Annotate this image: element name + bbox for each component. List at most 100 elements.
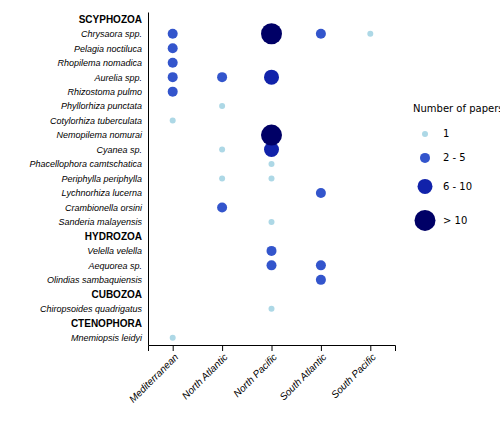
y-tick: Chiropsoides quadrigatus [40,304,148,314]
y-tick-label: Crambionella orsini [65,203,143,213]
plot: MediterraneanNorth AtlanticNorth Pacific… [29,13,395,405]
legend-marker [415,210,436,231]
y-tick: Velella velella [87,246,148,256]
y-tick: Lychnorhiza lucerna [62,188,148,198]
legend-label: 1 [443,128,449,139]
y-tick-label: Lychnorhiza lucerna [62,188,142,198]
y-tick-label: Rhizostoma pulmo [67,87,142,97]
legend-label: > 10 [443,215,467,226]
legend: Number of papers 1 2 - 5 6 - 10 > 10 [413,103,500,231]
x-tick-mark [321,345,322,351]
legend-item: > 10 [415,210,468,231]
legend-label: 2 - 5 [443,152,466,163]
y-tick-label: Mnemiopsis leidyi [71,333,143,343]
y-tick-label: Nemopilema nomurai [56,130,143,140]
y-tick: Olindias sambaquiensis [47,275,148,285]
chart: MediterraneanNorth AtlanticNorth Pacific… [0,0,500,423]
x-tick-label: South Pacific [329,351,378,400]
y-tick-label: Sanderia malayensis [58,217,142,227]
point [217,202,227,212]
y-axis-line [148,13,149,346]
point [269,161,275,167]
y-tick: SCYPHOZOA [79,14,148,25]
y-group-label: SCYPHOZOA [79,14,142,25]
point [267,246,277,256]
y-tick: Cotylorhiza tuberculata [50,116,148,126]
y-tick: Aequorea sp. [87,261,148,271]
y-group-label: HYDROZOA [85,231,142,242]
y-tick-label: Phacellophora camtschatica [29,159,142,169]
legend-item: 1 [422,128,449,139]
x-tick-mark [370,345,371,351]
legend-marker [420,153,430,163]
point [168,43,178,53]
y-tick-label: Cotylorhiza tuberculata [50,116,142,126]
legend-item: 2 - 5 [420,152,466,163]
y-tick-label: Chrysaora spp. [81,29,142,39]
x-tick: South Pacific [329,345,378,400]
y-tick: HYDROZOA [85,231,148,242]
legend-marker [418,179,433,194]
y-tick: Cyanea sp. [96,145,148,155]
point [170,335,176,341]
point [269,306,275,312]
point [168,87,178,97]
y-tick: Phyllorhiza punctata [61,101,148,111]
point [367,31,373,37]
point [264,70,279,85]
point [316,260,326,270]
y-tick-label: Aequorea sp. [87,261,142,271]
y-tick: Crambionella orsini [65,203,148,213]
point [269,176,275,182]
y-tick: Nemopilema nomurai [56,130,148,140]
y-tick-label: Pelagia noctiluca [74,44,142,54]
x-tick: Mediterranean [127,345,181,405]
y-tick-label: Cyanea sp. [96,145,142,155]
y-tick: Aurelia spp. [93,73,148,83]
y-tick-label: Aurelia spp. [93,73,142,83]
x-tick: North Pacific [231,345,279,399]
point [217,72,227,82]
legend-label: 6 - 10 [443,181,472,192]
point [261,23,282,44]
y-tick: Rhizostoma pulmo [67,87,148,97]
y-group-label: CTENOPHORA [71,318,142,329]
y-tick-label: Phyllorhiza punctata [61,101,142,111]
y-tick: Rhopilema nomadica [57,58,148,68]
y-tick: Phacellophora camtschatica [29,159,148,169]
y-tick: CUBOZOA [91,289,148,300]
point [316,188,326,198]
point [219,103,225,109]
x-axis-line [149,346,396,352]
y-tick-label: Chiropsoides quadrigatus [40,304,143,314]
point [269,219,275,225]
series [168,29,326,285]
x-tick-mark [173,345,174,351]
y-tick-label: Velella velella [87,246,142,256]
x-tick-label: Mediterranean [127,351,181,405]
x-axis: MediterraneanNorth AtlanticNorth Pacific… [127,345,396,405]
point [168,58,178,68]
y-tick: Periphylla periphylla [61,174,148,184]
x-tick-label: North Pacific [231,351,279,399]
y-tick-label: Periphylla periphylla [61,174,142,184]
legend-marker [422,131,428,137]
point [267,260,277,270]
point [219,147,225,153]
x-tick: South Atlantic [277,345,328,403]
point [168,29,178,39]
point [168,72,178,82]
x-tick-mark [272,345,273,351]
y-tick: Sanderia malayensis [58,217,148,227]
x-tick-label: North Atlantic [180,351,230,401]
series [261,23,282,145]
point [316,275,326,285]
y-axis: SCYPHOZOA Chrysaora spp. Pelagia noctiluca… [29,13,148,346]
legend-title: Number of papers [413,103,500,114]
y-tick: Chrysaora spp. [81,29,148,39]
point [316,29,326,39]
point [219,176,225,182]
x-tick: North Atlantic [180,345,230,401]
point [261,125,282,146]
y-group-label: CUBOZOA [91,289,142,300]
